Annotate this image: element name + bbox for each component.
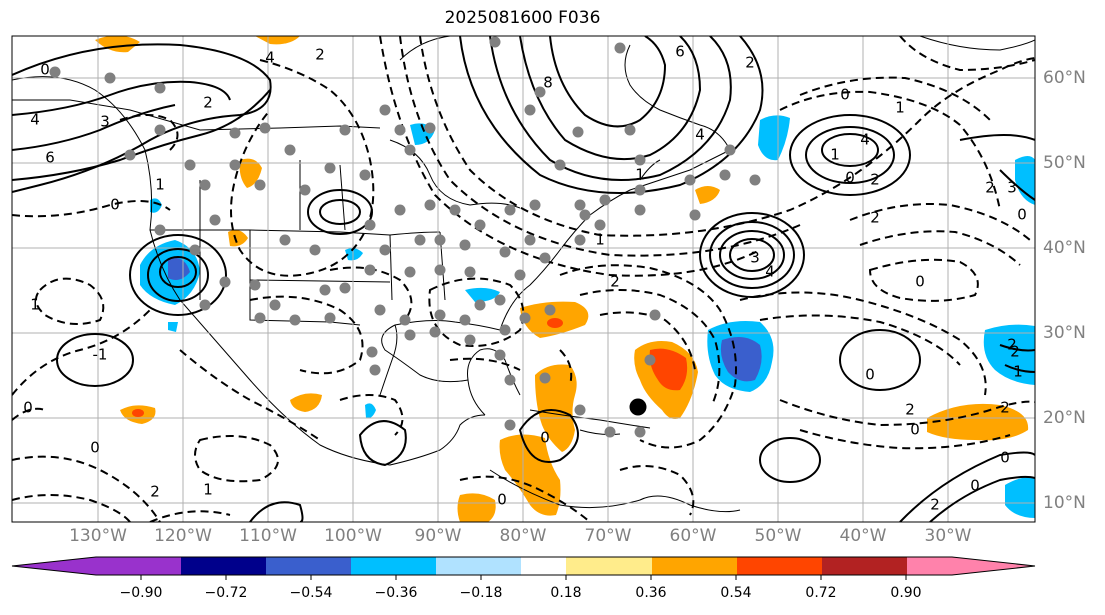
colorbar xyxy=(11,556,1036,580)
contour-label: -1 xyxy=(92,345,108,364)
contour-label: 1 xyxy=(635,165,645,184)
contour-label: 0 xyxy=(915,272,925,291)
contour-label: 0 xyxy=(865,365,875,384)
contour-label: 4 xyxy=(765,262,775,281)
colorbar-tick-label: 0.36 xyxy=(635,585,667,601)
contour-label: 8 xyxy=(543,73,553,92)
contour-label: 2 xyxy=(870,208,880,227)
map-title: 2025081600 F036 xyxy=(444,8,601,28)
contour-label: 1 xyxy=(30,295,40,314)
negative-contours xyxy=(12,36,1035,522)
colorbar-tick-label: −0.72 xyxy=(204,585,248,601)
contour-label: 0 xyxy=(840,85,850,104)
contour-label: 2 xyxy=(1007,335,1017,354)
lat-label: 20°N xyxy=(1043,408,1086,428)
lon-label: 40°W xyxy=(839,526,887,546)
contour-label: 3 xyxy=(1007,178,1017,197)
lon-label: 30°W xyxy=(924,526,972,546)
contour-label: 2 xyxy=(870,170,880,189)
lat-label: 60°N xyxy=(1043,68,1086,88)
colorbar-high-extension xyxy=(952,557,1035,575)
contour-label: 0 xyxy=(970,476,980,495)
contour-label: 2 xyxy=(1000,398,1010,417)
contour-label: 4 xyxy=(860,130,870,149)
contour-label: 4 xyxy=(265,48,275,67)
lon-label: 90°W xyxy=(414,526,462,546)
contour-label: 3 xyxy=(750,248,760,267)
contour-label: 1 xyxy=(895,98,905,117)
colorbar-tick-label: 0.72 xyxy=(805,585,837,601)
contour-label: 0 xyxy=(110,195,120,214)
contour-label: 0 xyxy=(845,168,855,187)
contour-label: 0 xyxy=(40,60,50,79)
colorbar-tick-label: −0.90 xyxy=(119,585,163,601)
map-frame xyxy=(11,35,1036,523)
contour-label: 0 xyxy=(910,420,920,439)
contour-label: 2 xyxy=(930,495,940,514)
contour-label: 2 xyxy=(610,272,620,291)
contour-label: 2 xyxy=(315,45,325,64)
contour-label: 1 xyxy=(830,145,840,164)
contour-label: 0 xyxy=(90,438,100,457)
lon-label: 110°W xyxy=(239,526,297,546)
lon-label: 70°W xyxy=(584,526,632,546)
contour-label: 2 xyxy=(905,400,915,419)
contour-label: 2 xyxy=(1010,342,1020,361)
colorbar-tick-label: −0.54 xyxy=(289,585,333,601)
contour-label: 4 xyxy=(695,125,705,144)
contour-label: 2 xyxy=(985,178,995,197)
colorbar-tick-label: 0.18 xyxy=(550,585,582,601)
lon-label: 60°W xyxy=(669,526,717,546)
contour-label: 2 xyxy=(203,93,213,112)
contour-label: 2 xyxy=(150,482,160,501)
colorbar-low-extension xyxy=(12,557,96,575)
lat-label: 30°N xyxy=(1043,323,1086,343)
storm-center-marker xyxy=(629,398,647,416)
contour-label: 2 xyxy=(745,53,755,72)
colorbar-tick-label: 0.90 xyxy=(890,585,922,601)
lat-label: 10°N xyxy=(1043,493,1086,513)
contour-label: 1 xyxy=(595,230,605,249)
lat-label: 50°N xyxy=(1043,153,1086,173)
lat-label: 40°N xyxy=(1043,238,1086,258)
contour-label: 1 xyxy=(155,175,165,194)
positive-contours xyxy=(12,36,1035,522)
contour-label: 0 xyxy=(540,428,550,447)
contour-label: 1 xyxy=(1013,362,1023,381)
contour-label: 0 xyxy=(23,398,33,417)
contour-label: 0 xyxy=(497,490,507,509)
lon-label: 80°W xyxy=(499,526,547,546)
lon-label: 120°W xyxy=(154,526,212,546)
contour-label: 0 xyxy=(1000,448,1010,467)
lon-label: 50°W xyxy=(754,526,802,546)
colorbar-tick-label: −0.18 xyxy=(459,585,503,601)
contour-label: 6 xyxy=(675,42,685,61)
contour-label: 0 xyxy=(1017,205,1027,224)
lon-label: 130°W xyxy=(69,526,127,546)
colorbar-tick-label: 0.54 xyxy=(720,585,752,601)
colorbar-tick-label: −0.36 xyxy=(374,585,418,601)
observation-markers xyxy=(49,36,761,438)
lon-label: 100°W xyxy=(324,526,382,546)
contour-label: 1 xyxy=(203,480,213,499)
contour-label: 6 xyxy=(45,148,55,167)
contour-label: 4 xyxy=(30,110,40,129)
contour-label: 3 xyxy=(100,112,110,131)
